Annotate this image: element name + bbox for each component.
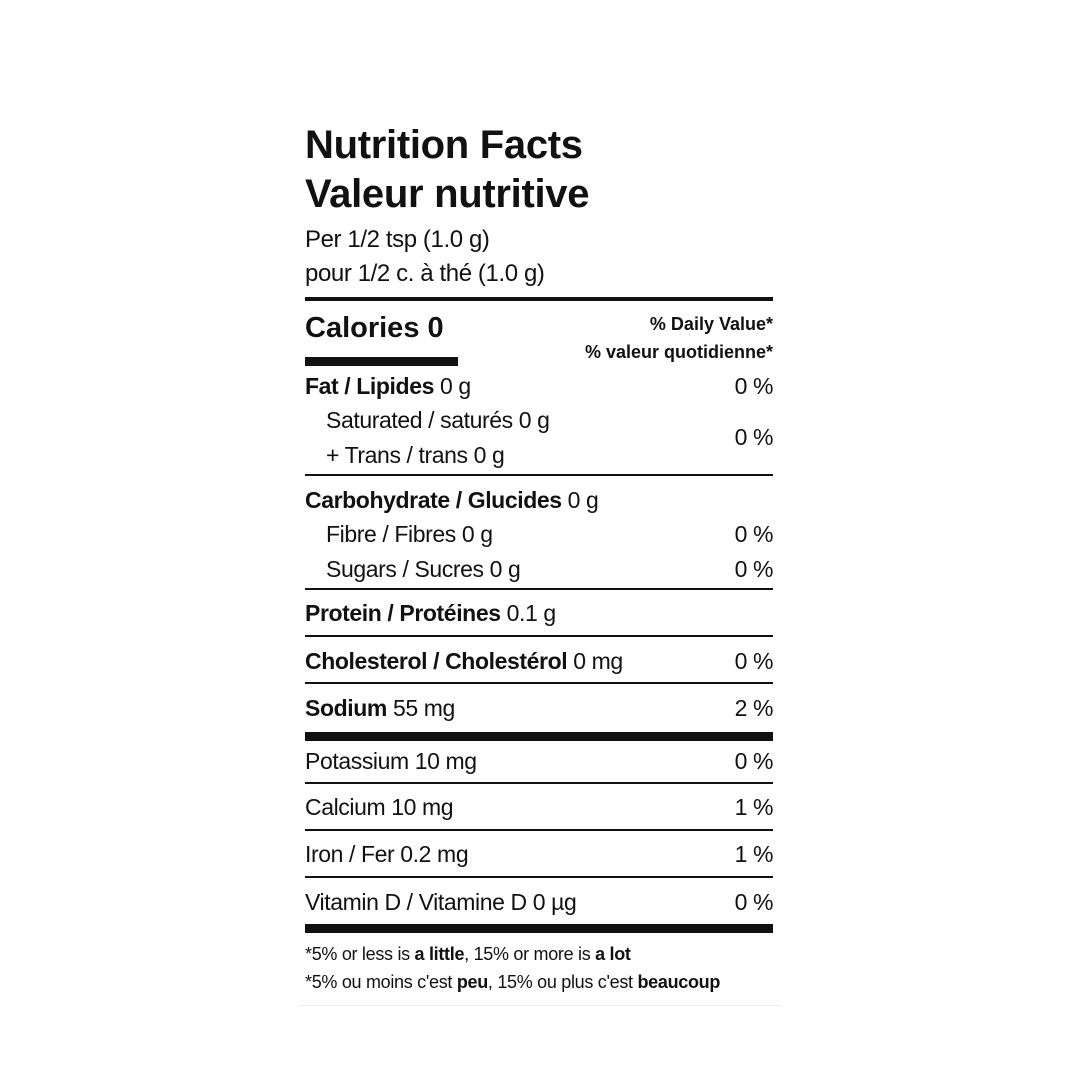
divider bbox=[305, 297, 773, 301]
divider bbox=[305, 588, 773, 590]
footnote-bold: beaucoup bbox=[637, 972, 721, 992]
trans-row: + Trans / trans 0 g bbox=[305, 440, 773, 470]
divider bbox=[305, 829, 773, 831]
serving-size-french: pour 1/2 c. à thé (1.0 g) bbox=[305, 260, 545, 287]
calories-bar bbox=[305, 357, 458, 366]
calcium-dv: 1 % bbox=[734, 794, 774, 820]
carbohydrate-label: Carbohydrate / Glucides bbox=[305, 487, 562, 513]
vitamin-d-row: Vitamin D / Vitamine D 0 µg 0 % bbox=[305, 887, 773, 917]
fat-label: Fat / Lipides bbox=[305, 373, 434, 399]
carbohydrate-amount: 0 g bbox=[567, 487, 599, 513]
title-french: Valeur nutritive bbox=[305, 172, 590, 216]
calories: Calories 0 bbox=[305, 312, 444, 344]
fat-row: Fat / Lipides 0 g 0 % bbox=[305, 371, 773, 401]
calcium-label: Calcium 10 mg bbox=[305, 794, 454, 820]
cholesterol-row: Cholesterol / Cholestérol 0 mg 0 % bbox=[305, 646, 773, 676]
divider bbox=[305, 635, 773, 637]
sugars-dv: 0 % bbox=[734, 556, 774, 582]
vitamin-d-label: Vitamin D / Vitamine D 0 µg bbox=[305, 889, 577, 915]
trans-label: + Trans / trans 0 g bbox=[326, 442, 505, 468]
thick-divider bbox=[305, 924, 773, 933]
sugars-row: Sugars / Sucres 0 g 0 % bbox=[305, 554, 773, 584]
thick-divider bbox=[305, 732, 773, 741]
daily-value-header-english: % Daily Value* bbox=[649, 314, 773, 334]
carbohydrate-row: Carbohydrate / Glucides 0 g bbox=[305, 485, 773, 515]
protein-amount: 0.1 g bbox=[506, 600, 557, 626]
footnote-bold: a little bbox=[414, 944, 465, 964]
bottom-border bbox=[300, 1005, 780, 1006]
sodium-dv: 2 % bbox=[734, 695, 774, 721]
footnote-french: *5% ou moins c'est peu, 15% ou plus c'es… bbox=[305, 968, 773, 996]
divider bbox=[305, 876, 773, 878]
protein-row: Protein / Protéines 0.1 g bbox=[305, 598, 773, 628]
divider bbox=[305, 474, 773, 476]
footnote-text: *5% or less is bbox=[305, 944, 415, 964]
potassium-row: Potassium 10 mg 0 % bbox=[305, 746, 773, 776]
iron-dv: 1 % bbox=[734, 841, 774, 867]
title-english: Nutrition Facts bbox=[305, 123, 583, 167]
saturated-row: Saturated / saturés 0 g bbox=[305, 405, 773, 435]
cholesterol-label: Cholesterol / Cholestérol bbox=[305, 648, 568, 674]
footnote-text: , 15% or more is bbox=[464, 944, 596, 964]
footnote-bold: peu bbox=[456, 972, 488, 992]
cholesterol-dv: 0 % bbox=[734, 648, 774, 674]
sodium-row: Sodium 55 mg 2 % bbox=[305, 693, 773, 723]
nutrition-facts-label: Nutrition Facts Valeur nutritive Per 1/2… bbox=[305, 0, 773, 1080]
protein-label: Protein / Protéines bbox=[305, 600, 501, 626]
serving-size-english: Per 1/2 tsp (1.0 g) bbox=[305, 226, 490, 253]
iron-label: Iron / Fer 0.2 mg bbox=[305, 841, 469, 867]
fat-dv: 0 % bbox=[734, 373, 774, 399]
cholesterol-amount: 0 mg bbox=[573, 648, 623, 674]
potassium-dv: 0 % bbox=[734, 748, 774, 774]
fibre-label: Fibre / Fibres 0 g bbox=[326, 521, 493, 547]
saturated-trans-dv-row: 0 % bbox=[305, 422, 774, 452]
footnote-bold: a lot bbox=[595, 944, 631, 964]
saturated-label: Saturated / saturés 0 g bbox=[326, 407, 550, 433]
saturated-trans-dv: 0 % bbox=[734, 424, 774, 450]
fibre-dv: 0 % bbox=[734, 521, 774, 547]
iron-row: Iron / Fer 0.2 mg 1 % bbox=[305, 839, 773, 869]
daily-value-header-french: % valeur quotidienne* bbox=[584, 342, 773, 362]
sugars-label: Sugars / Sucres 0 g bbox=[326, 556, 521, 582]
fat-amount: 0 g bbox=[439, 373, 471, 399]
divider bbox=[305, 782, 773, 784]
calcium-row: Calcium 10 mg 1 % bbox=[305, 792, 773, 822]
vitamin-d-dv: 0 % bbox=[734, 889, 774, 915]
footnote-text: , 15% ou plus c'est bbox=[487, 972, 638, 992]
footnote-english: *5% or less is a little, 15% or more is … bbox=[305, 940, 773, 968]
sodium-amount: 55 mg bbox=[392, 695, 455, 721]
divider bbox=[305, 682, 773, 684]
potassium-label: Potassium 10 mg bbox=[305, 748, 477, 774]
footnote-text: *5% ou moins c'est bbox=[305, 972, 457, 992]
fibre-row: Fibre / Fibres 0 g 0 % bbox=[305, 519, 773, 549]
sodium-label: Sodium bbox=[305, 695, 387, 721]
